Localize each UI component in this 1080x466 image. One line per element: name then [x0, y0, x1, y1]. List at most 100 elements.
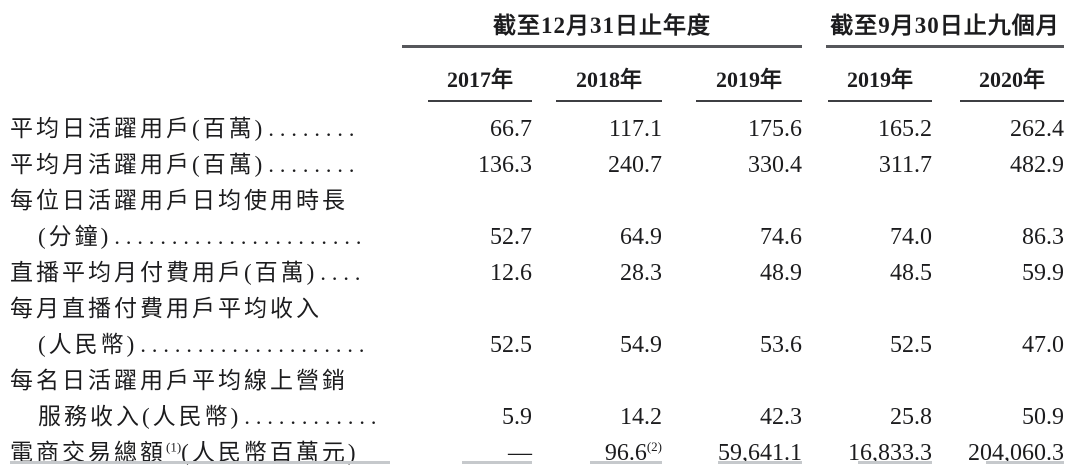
metric-value: 48.9 — [760, 260, 803, 286]
metric-value: 74.6 — [760, 224, 803, 250]
metric-value: 25.8 — [890, 404, 933, 430]
leader-dots: .................... — [140, 332, 371, 357]
metric-label: 電商交易總額 — [10, 440, 166, 465]
metric-row: 每月直播付費用戶平均收入 (人民幣).................... 52… — [10, 291, 1064, 363]
metric-value: 165.2 — [878, 116, 933, 142]
group-header-nine-months: 截至9月30日止九個月 — [826, 0, 1065, 48]
metric-row: 直播平均月付費用戶(百萬).... 12.6 28.3 48.9 48.5 59… — [10, 255, 1064, 291]
metric-value: 5.9 — [502, 404, 532, 430]
leader-dots: ........ — [268, 152, 361, 177]
metric-label: 直播平均月付費用戶(百萬) — [10, 260, 318, 285]
metric-value: 262.4 — [1010, 116, 1065, 142]
metric-value: 14.2 — [620, 404, 662, 430]
cut-off-next-row-fragment — [986, 461, 1064, 464]
leader-dots: .... — [320, 260, 367, 285]
label-column-spacer — [10, 47, 402, 103]
year-header-2020-nine-months: 2020年 — [932, 47, 1065, 102]
metric-value: 47.0 — [1022, 332, 1065, 358]
metric-label-cell: 每名日活躍用戶平均線上營銷服務收入(人民幣)............ — [10, 363, 402, 435]
metric-value: 66.7 — [490, 116, 532, 142]
group-gap-spacer — [802, 102, 826, 147]
label-column-spacer — [10, 0, 402, 47]
metric-label-cell: 每月直播付費用戶平均收入 (人民幣).................... — [10, 291, 402, 363]
table-header: 截至12月31日止年度 截至9月30日止九個月 2017年 2018年 2019… — [10, 0, 1065, 103]
group-header-row: 截至12月31日止年度 截至9月30日止九個月 — [10, 0, 1065, 48]
year-header-2017: 2017年 — [402, 47, 532, 102]
operating-metrics-table: 截至12月31日止年度 截至9月30日止九個月 2017年 2018年 2019… — [10, 0, 1065, 466]
metric-label-line: 平均月活躍用戶(百萬)........ — [10, 147, 402, 183]
table-body: 平均日活躍用戶(百萬)........ 66.7 117.1 175.6 165… — [10, 102, 1064, 466]
metric-label-cell: 每位日活躍用戶日均使用時長 (分鐘)...................... — [10, 183, 402, 255]
metric-value: 52.7 — [490, 224, 532, 250]
cut-off-next-row-fragment — [590, 461, 662, 464]
group-gap-spacer — [802, 363, 826, 435]
metric-label-line: 平均日活躍用戶(百萬)........ — [10, 111, 402, 147]
leader-dots: ...................... — [114, 224, 368, 249]
metric-value: 330.4 — [748, 152, 803, 178]
group-gap-spacer — [802, 183, 826, 255]
metric-label-line: 直播平均月付費用戶(百萬).... — [10, 255, 402, 291]
year-header-2018: 2018年 — [532, 47, 662, 102]
metric-label-cell: 電商交易總額(1)(人民幣百萬元) — [10, 435, 402, 466]
metric-row: 每位日活躍用戶日均使用時長 (分鐘)...................... … — [10, 183, 1064, 255]
metric-label-cell: 平均月活躍用戶(百萬)........ — [10, 147, 402, 183]
metric-value: 59.9 — [1022, 260, 1065, 286]
metric-label-line: 每名日活躍用戶平均線上營銷 — [10, 363, 402, 399]
group-gap-spacer — [802, 0, 826, 47]
metric-value: 117.1 — [608, 116, 662, 142]
metric-value: 86.3 — [1022, 224, 1065, 250]
metric-label-cell: 平均日活躍用戶(百萬)........ — [10, 102, 402, 147]
group-gap-spacer — [802, 435, 826, 466]
metric-label: 每月直播付費用戶平均收入 — [10, 296, 322, 321]
metric-value: 74.0 — [890, 224, 933, 250]
metric-value: 136.3 — [478, 152, 532, 178]
metric-label: 每名日活躍用戶平均線上營銷 — [10, 368, 348, 393]
metric-label: 平均日活躍用戶(百萬) — [10, 116, 266, 141]
metric-label-suffix: (人民幣百萬元) — [181, 440, 359, 465]
metric-row: 每名日活躍用戶平均線上營銷服務收入(人民幣)............ 5.9 1… — [10, 363, 1064, 435]
metric-label-line: (分鐘)...................... — [10, 219, 402, 255]
footnote-marker: (1) — [166, 439, 182, 455]
metric-value: 42.3 — [760, 404, 803, 430]
metric-row: 平均日活躍用戶(百萬)........ 66.7 117.1 175.6 165… — [10, 102, 1064, 147]
metric-label: (人民幣) — [38, 332, 138, 357]
leader-dots: ............ — [244, 404, 383, 429]
group-gap-spacer — [802, 291, 826, 363]
cut-off-next-row-fragment — [10, 461, 390, 464]
metric-label: 每位日活躍用戶日均使用時長 — [10, 188, 348, 213]
metric-value: 48.5 — [890, 260, 933, 286]
cut-off-next-row-fragment — [858, 461, 932, 464]
metric-value: 12.6 — [490, 260, 532, 286]
metric-label-line: 電商交易總額(1)(人民幣百萬元) — [10, 435, 402, 466]
metric-label: 平均月活躍用戶(百萬) — [10, 152, 266, 177]
metric-value: 175.6 — [748, 116, 803, 142]
metric-value: 240.7 — [608, 152, 662, 178]
cut-off-next-row-fragment — [718, 461, 802, 464]
metric-row: 平均月活躍用戶(百萬)........ 136.3 240.7 330.4 31… — [10, 147, 1064, 183]
metric-label-line: (人民幣).................... — [10, 327, 402, 363]
metric-value: 311.7 — [878, 152, 933, 178]
group-gap-spacer — [802, 255, 826, 291]
metric-value: 28.3 — [620, 260, 662, 286]
year-header-2019: 2019年 — [662, 47, 803, 102]
year-header-2019-nine-months: 2019年 — [826, 47, 933, 102]
footnote-marker: (2) — [646, 439, 662, 454]
metric-value: 52.5 — [890, 332, 933, 358]
metric-label: 服務收入(人民幣) — [38, 404, 242, 429]
metric-label-cell: 直播平均月付費用戶(百萬).... — [10, 255, 402, 291]
metric-label: (分鐘) — [38, 224, 112, 249]
metric-label-line: 每位日活躍用戶日均使用時長 — [10, 183, 402, 219]
metric-value: 64.9 — [620, 224, 662, 250]
group-gap-spacer — [802, 47, 826, 103]
metric-value: 50.9 — [1022, 404, 1065, 430]
group-header-year-ended: 截至12月31日止年度 — [402, 0, 803, 48]
year-header-row: 2017年 2018年 2019年 2019年 2020年 — [10, 47, 1065, 103]
metric-label-line: 每月直播付費用戶平均收入 — [10, 291, 402, 327]
group-gap-spacer — [802, 147, 826, 183]
leader-dots: ........ — [268, 116, 361, 141]
metric-value: 53.6 — [760, 332, 803, 358]
cut-off-next-row-fragment — [462, 461, 532, 464]
metric-value: 482.9 — [1010, 152, 1065, 178]
metric-value: 52.5 — [490, 332, 532, 358]
